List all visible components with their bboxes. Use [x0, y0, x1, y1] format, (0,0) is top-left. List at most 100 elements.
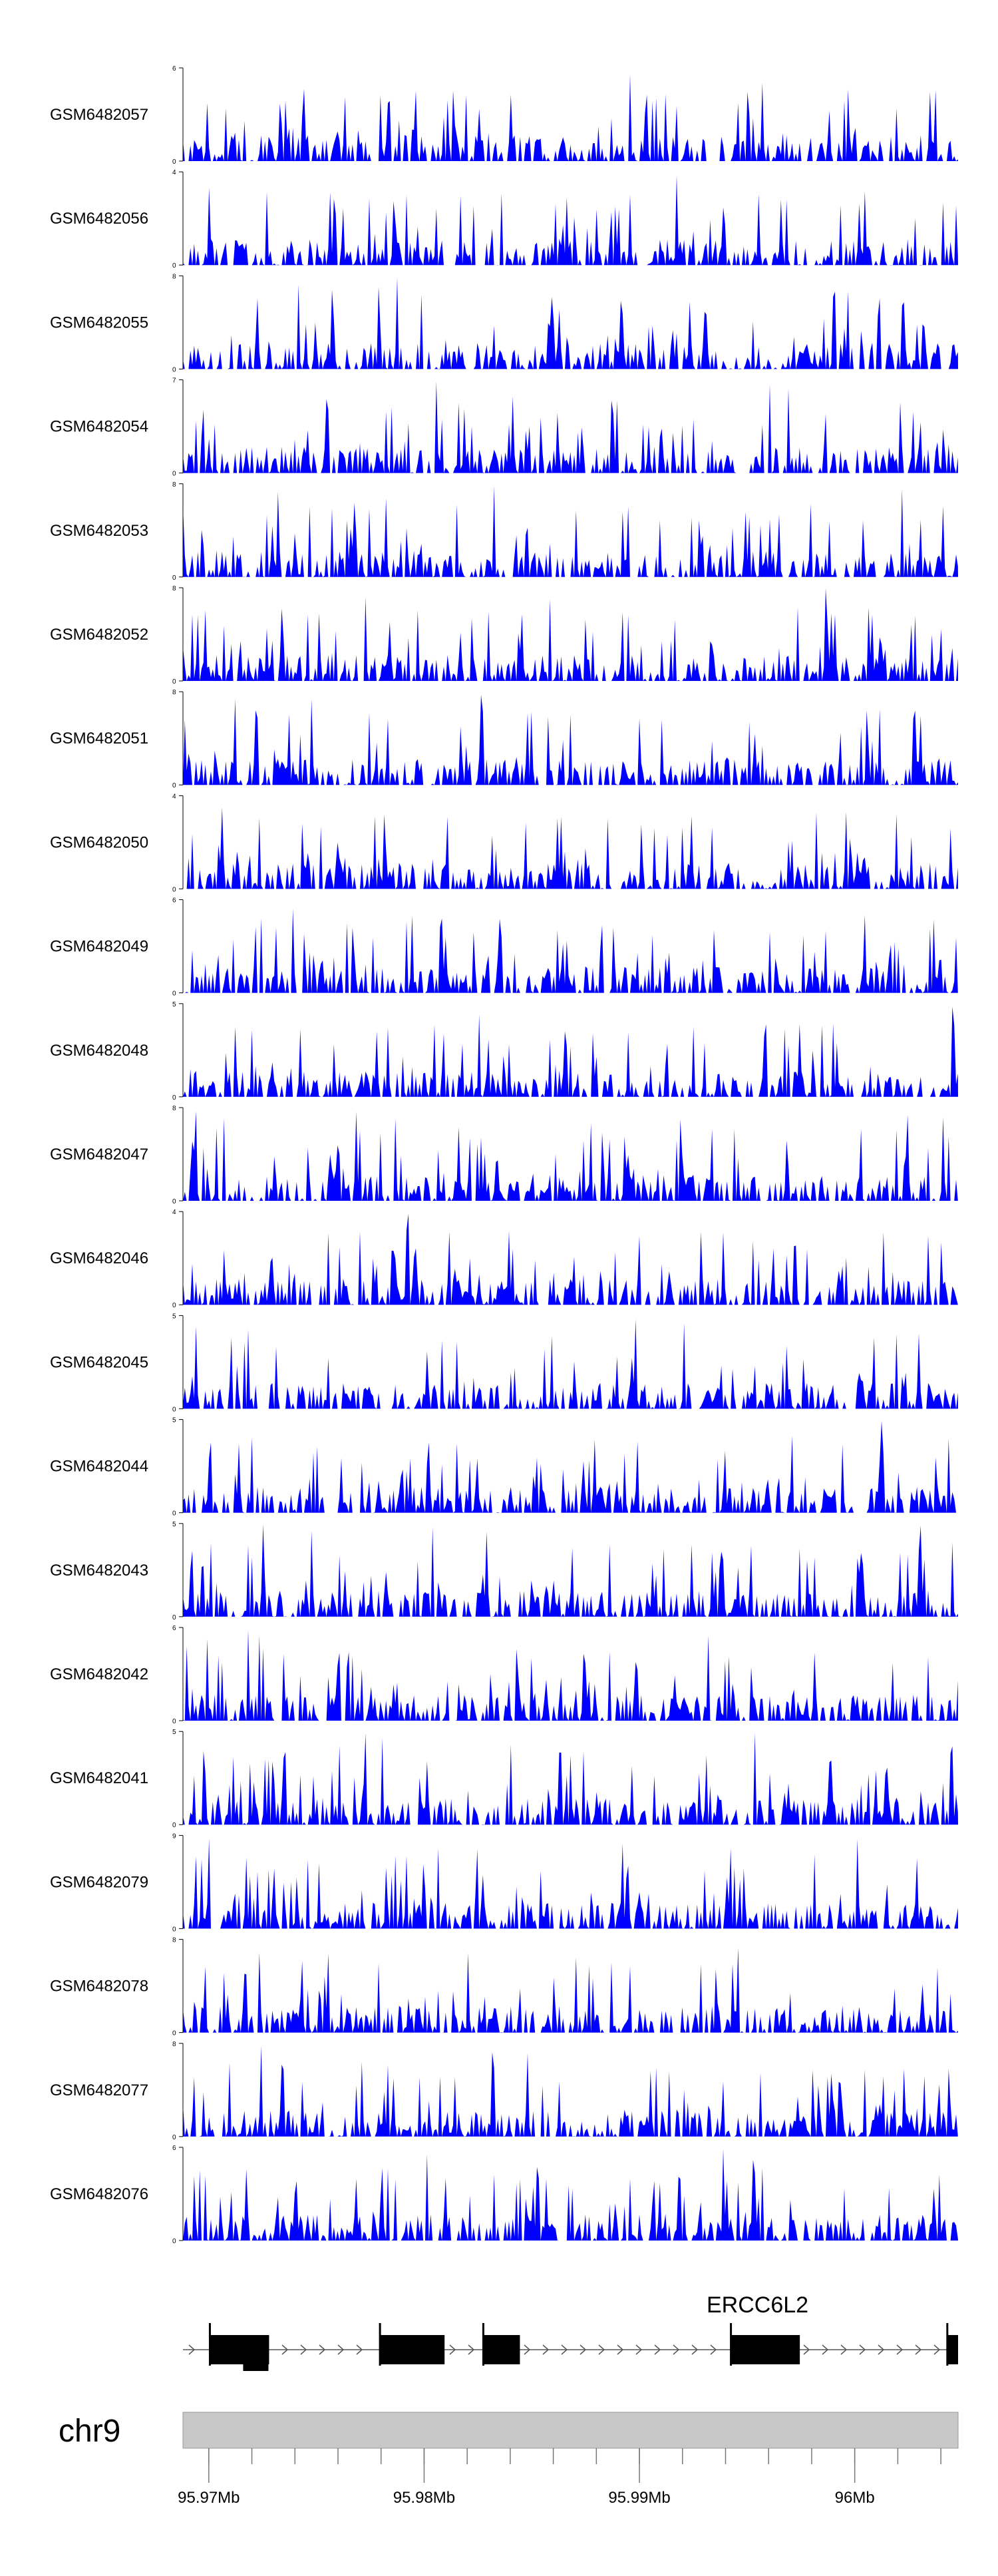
track-label: GSM6482077: [50, 2081, 148, 2099]
strand-arrow: [915, 2344, 922, 2355]
track-GSM6482052: GSM6482052 8 0: [50, 585, 958, 686]
track-label: GSM6482044: [50, 1458, 148, 1476]
track-label: GSM6482055: [50, 314, 148, 331]
y-tick-max-label: 4: [172, 1209, 176, 1216]
strand-arrow: [803, 2344, 810, 2355]
coverage-area-GSM6482055: [183, 277, 958, 369]
strand-arrow: [933, 2344, 941, 2355]
coverage-area-GSM6482050: [183, 807, 958, 889]
track-label: GSM6482047: [50, 1146, 148, 1164]
coverage-area-GSM6482056: [183, 175, 958, 266]
track-label: GSM6482045: [50, 1353, 148, 1371]
y-tick-max-label: 8: [172, 585, 176, 592]
strand-arrow: [468, 2344, 475, 2355]
axis-tick-label: 95.97Mb: [178, 2489, 240, 2507]
y-tick-min-label: 0: [172, 1094, 176, 1102]
y-tick-max-label: 9: [172, 1832, 176, 1840]
signal-tracks: GSM648205760GSM648205640GSM648205580GSM6…: [50, 65, 958, 2245]
track-GSM6482053: GSM6482053 8 0: [50, 481, 958, 582]
strand-arrows: [188, 2344, 941, 2355]
track-label: GSM6482053: [50, 522, 148, 540]
y-tick-max-label: 5: [172, 1001, 176, 1008]
track-GSM6482050: GSM6482050 4 0: [50, 793, 958, 893]
axis-tick-label: 95.99Mb: [608, 2489, 670, 2507]
coverage-area-GSM6482077: [183, 2045, 958, 2137]
y-tick-min-label: 0: [172, 1926, 176, 1933]
coverage-area-GSM6482042: [183, 1629, 958, 1721]
strand-arrow: [561, 2344, 568, 2355]
track-GSM6482054: GSM6482054 7 0: [50, 377, 958, 478]
y-tick-min-label: 0: [172, 1510, 176, 1518]
chromosome-label: chr9: [59, 2414, 120, 2449]
y-tick-max-label: 7: [172, 377, 176, 385]
strand-arrow: [188, 2344, 196, 2355]
coverage-area-GSM6482047: [183, 1111, 958, 1201]
y-tick-max-label: 6: [172, 1625, 176, 1632]
y-tick-min-label: 0: [172, 782, 176, 789]
track-GSM6482076: GSM6482076 6 0: [50, 2145, 958, 2245]
y-tick-max-label: 8: [172, 481, 176, 489]
strand-arrow: [896, 2344, 904, 2355]
y-tick-min-label: 0: [172, 678, 176, 686]
track-GSM6482044: GSM6482044 5 0: [50, 1417, 958, 1518]
y-tick-max-label: 8: [172, 1105, 176, 1112]
strand-arrow: [542, 2344, 550, 2355]
strand-arrow: [822, 2344, 829, 2355]
y-tick-max-label: 5: [172, 1521, 176, 1528]
track-label: GSM6482052: [50, 626, 148, 644]
coverage-area-GSM6482049: [183, 909, 958, 993]
y-tick-min-label: 0: [172, 262, 176, 270]
exon-block: [483, 2335, 520, 2364]
y-tick-max-label: 8: [172, 2041, 176, 2048]
track-label: GSM6482041: [50, 1769, 148, 1787]
strand-arrow: [617, 2344, 624, 2355]
coverage-area-GSM6482057: [183, 74, 958, 161]
strand-arrow: [840, 2344, 848, 2355]
exon-block: [380, 2335, 445, 2364]
exon-block: [731, 2335, 800, 2364]
strand-arrow: [859, 2344, 866, 2355]
axis-ticks: 95.97Mb 95.98Mb 95.99Mb 96Mb: [178, 2448, 941, 2507]
coverage-area-GSM6482053: [183, 486, 958, 577]
y-tick-min-label: 0: [172, 1406, 176, 1413]
y-tick-max-label: 5: [172, 1417, 176, 1424]
y-tick-min-label: 0: [172, 1718, 176, 1725]
track-GSM6482041: GSM6482041 5 0: [50, 1729, 958, 1829]
y-tick-min-label: 0: [172, 2134, 176, 2141]
strand-arrow: [654, 2344, 661, 2355]
y-tick-min-label: 0: [172, 990, 176, 998]
y-tick-max-label: 6: [172, 897, 176, 905]
track-GSM6482042: GSM6482042 6 0: [50, 1625, 958, 1725]
track-label: GSM6482057: [50, 106, 148, 124]
coverage-area-GSM6482079: [183, 1838, 958, 1929]
y-tick-min-label: 0: [172, 2238, 176, 2245]
track-GSM6482046: GSM6482046 4 0: [50, 1209, 958, 1309]
strand-arrow: [524, 2344, 531, 2355]
coverage-area-GSM6482051: [183, 694, 958, 785]
y-tick-min-label: 0: [172, 2030, 176, 2038]
chromosome-ideogram-bar: [182, 2412, 959, 2449]
y-tick-max-label: 6: [172, 65, 176, 73]
track-GSM6482049: GSM6482049 6 0: [50, 897, 958, 998]
y-tick-max-label: 8: [172, 1937, 176, 1944]
track-label: GSM6482056: [50, 210, 148, 228]
strand-arrow: [635, 2344, 643, 2355]
track-label: GSM6482079: [50, 1873, 148, 1891]
track-label: GSM6482042: [50, 1665, 148, 1683]
y-tick-max-label: 8: [172, 689, 176, 696]
y-tick-min-label: 0: [172, 158, 176, 166]
y-tick-min-label: 0: [172, 1614, 176, 1621]
track-label: GSM6482049: [50, 938, 148, 956]
y-tick-min-label: 0: [172, 471, 176, 478]
strand-arrow: [281, 2344, 289, 2355]
y-tick-max-label: 5: [172, 1729, 176, 1736]
strand-arrow: [337, 2344, 345, 2355]
axis-tick-label: 96Mb: [835, 2489, 875, 2507]
coverage-area-GSM6482052: [183, 588, 958, 681]
track-GSM6482045: GSM6482045 5 0: [50, 1313, 958, 1413]
track-GSM6482051: GSM6482051 8 0: [50, 689, 958, 789]
strand-arrow: [319, 2344, 326, 2355]
gene-label: ERCC6L2: [707, 2292, 808, 2318]
coverage-area-GSM6482045: [183, 1319, 958, 1409]
y-tick-max-label: 5: [172, 1313, 176, 1320]
